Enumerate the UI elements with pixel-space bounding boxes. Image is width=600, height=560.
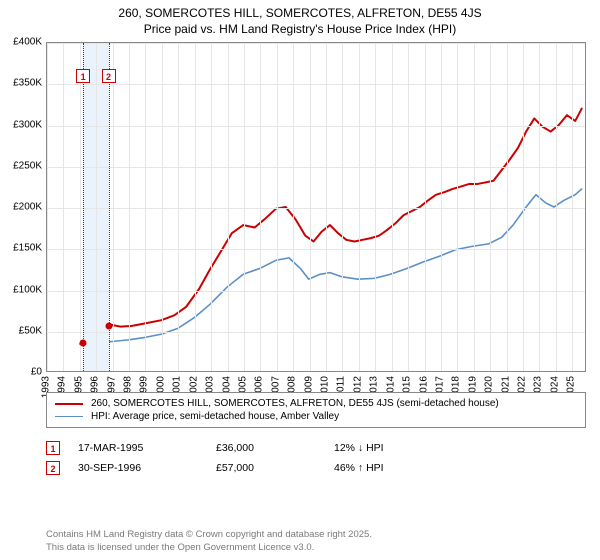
hgrid xyxy=(47,167,585,168)
vgrid xyxy=(96,43,97,371)
vgrid xyxy=(228,43,229,371)
sale-price-1: £36,000 xyxy=(216,442,316,454)
vgrid xyxy=(441,43,442,371)
sales-table: 1 17-MAR-1995 £36,000 12% ↓ HPI 2 30-SEP… xyxy=(46,438,586,478)
ytick-label: £200K xyxy=(13,202,42,213)
vgrid xyxy=(113,43,114,371)
ytick-label: £100K xyxy=(13,284,42,295)
vgrid xyxy=(195,43,196,371)
vgrid xyxy=(80,43,81,371)
vgrid xyxy=(539,43,540,371)
legend: 260, SOMERCOTES HILL, SOMERCOTES, ALFRET… xyxy=(46,392,586,428)
chart-title-block: 260, SOMERCOTES HILL, SOMERCOTES, ALFRET… xyxy=(0,0,600,38)
vgrid xyxy=(425,43,426,371)
vgrid xyxy=(211,43,212,371)
sale-marker-icon: 1 xyxy=(76,69,90,83)
sale-date-1: 17-MAR-1995 xyxy=(78,442,198,454)
ytick-label: £150K xyxy=(13,243,42,254)
vgrid xyxy=(474,43,475,371)
chart-title-line2: Price paid vs. HM Land Registry's House … xyxy=(10,22,590,36)
table-row: 2 30-SEP-1996 £57,000 46% ↑ HPI xyxy=(46,458,586,478)
vgrid xyxy=(408,43,409,371)
hgrid xyxy=(47,43,585,44)
sale-vline xyxy=(83,43,84,371)
ytick-label: £350K xyxy=(13,78,42,89)
plot-area: 12 xyxy=(46,42,586,372)
ytick-label: £400K xyxy=(13,37,42,48)
sale-price-2: £57,000 xyxy=(216,462,316,474)
series-svg xyxy=(47,43,585,371)
ytick-label: £300K xyxy=(13,119,42,130)
footer-line1: Contains HM Land Registry data © Crown c… xyxy=(46,529,586,541)
legend-swatch-hpi xyxy=(55,416,83,417)
hgrid xyxy=(47,332,585,333)
table-row: 1 17-MAR-1995 £36,000 12% ↓ HPI xyxy=(46,438,586,458)
legend-row-hpi: HPI: Average price, semi-detached house,… xyxy=(55,410,577,423)
vgrid xyxy=(260,43,261,371)
sale-marker-icon: 2 xyxy=(102,69,116,83)
vgrid xyxy=(63,43,64,371)
legend-swatch-property xyxy=(55,403,83,405)
vgrid xyxy=(277,43,278,371)
footer: Contains HM Land Registry data © Crown c… xyxy=(46,529,586,554)
vgrid xyxy=(178,43,179,371)
vgrid xyxy=(145,43,146,371)
sale-dot xyxy=(105,322,112,329)
vgrid xyxy=(507,43,508,371)
ytick-label: £50K xyxy=(19,325,42,336)
footer-line2: This data is licensed under the Open Gov… xyxy=(46,542,586,554)
hgrid xyxy=(47,126,585,127)
vgrid xyxy=(129,43,130,371)
sale-date-2: 30-SEP-1996 xyxy=(78,462,198,474)
hgrid xyxy=(47,208,585,209)
vgrid xyxy=(375,43,376,371)
hgrid xyxy=(47,291,585,292)
chart-title-line1: 260, SOMERCOTES HILL, SOMERCOTES, ALFRET… xyxy=(10,6,590,20)
vgrid xyxy=(47,43,48,371)
sale-dot xyxy=(80,340,87,347)
vgrid xyxy=(457,43,458,371)
legend-label-property: 260, SOMERCOTES HILL, SOMERCOTES, ALFRET… xyxy=(91,398,499,409)
vgrid xyxy=(556,43,557,371)
sale-delta-1: 12% ↓ HPI xyxy=(334,442,454,454)
sale-delta-2: 46% ↑ HPI xyxy=(334,462,454,474)
chart-container: 12 £0£50K£100K£150K£200K£250K£300K£350K£… xyxy=(0,38,600,418)
vgrid xyxy=(293,43,294,371)
vgrid xyxy=(310,43,311,371)
legend-row-property: 260, SOMERCOTES HILL, SOMERCOTES, ALFRET… xyxy=(55,397,577,410)
vgrid xyxy=(392,43,393,371)
ytick-label: £250K xyxy=(13,160,42,171)
vgrid xyxy=(572,43,573,371)
vgrid xyxy=(523,43,524,371)
legend-label-hpi: HPI: Average price, semi-detached house,… xyxy=(91,411,339,422)
hgrid xyxy=(47,84,585,85)
vgrid xyxy=(326,43,327,371)
vgrid xyxy=(359,43,360,371)
sale-marker-1: 1 xyxy=(46,441,60,455)
sale-marker-2: 2 xyxy=(46,461,60,475)
vgrid xyxy=(244,43,245,371)
hgrid xyxy=(47,249,585,250)
vgrid xyxy=(162,43,163,371)
vgrid xyxy=(342,43,343,371)
vgrid xyxy=(490,43,491,371)
